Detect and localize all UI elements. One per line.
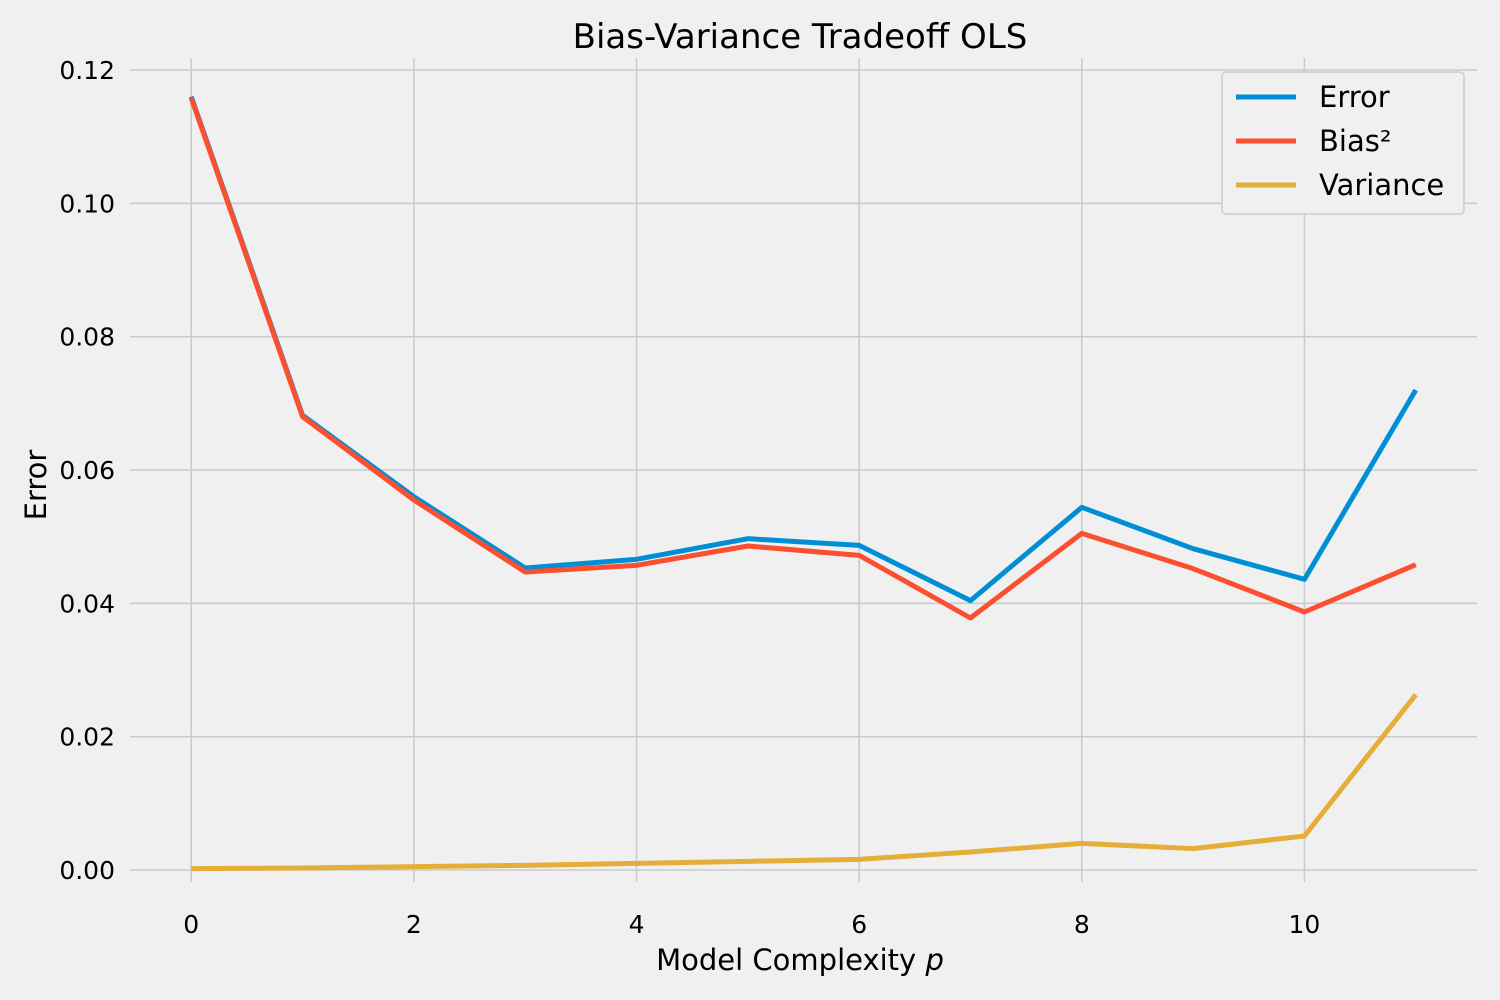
series-line-variance xyxy=(191,693,1418,872)
y-tick-label: 0.02 xyxy=(59,723,115,752)
y-tick-label: 0.04 xyxy=(59,589,115,618)
x-tick-label: 4 xyxy=(629,910,645,939)
legend-label-variance: Variance xyxy=(1319,168,1444,202)
legend-frame xyxy=(1221,71,1465,215)
series-line-bias xyxy=(188,97,1417,621)
y-tick-label: 0.06 xyxy=(59,456,115,485)
legend-label-bias: Bias² xyxy=(1319,124,1391,158)
y-tick-label: 0.00 xyxy=(59,856,115,885)
y-tick-label: 0.10 xyxy=(59,189,115,218)
x-tick-label: 8 xyxy=(1074,910,1090,939)
x-tick-label: 6 xyxy=(851,910,867,939)
y-tick-label: 0.08 xyxy=(59,323,115,352)
chart-title: Bias-Variance Tradeoff OLS xyxy=(573,17,1028,57)
x-tick-label: 10 xyxy=(1289,910,1321,939)
x-axis-label-variable: p xyxy=(924,943,943,977)
legend-label-error: Error xyxy=(1319,80,1390,114)
x-tick-label: 0 xyxy=(183,910,199,939)
x-tick-label: 2 xyxy=(406,910,422,939)
legend: Error Bias² Variance xyxy=(1221,71,1465,215)
y-tick-label: 0.12 xyxy=(59,56,115,85)
tick-labels: 0 2 4 6 8 10 0.00 0.02 0.04 0.06 0.08 0.10 0.12 xyxy=(59,56,1320,939)
y-axis-label: Error xyxy=(19,450,53,521)
series-layer xyxy=(188,95,1418,872)
grid xyxy=(130,58,1477,882)
x-axis-label-text: Model Complexity xyxy=(656,943,916,977)
x-axis-label: Model Complexity p xyxy=(656,943,944,977)
